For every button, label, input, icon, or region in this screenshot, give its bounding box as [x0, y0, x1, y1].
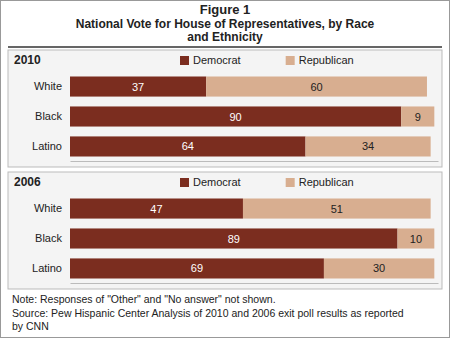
- legend-label: Democrat: [193, 176, 241, 188]
- category-tick: Black: [35, 232, 62, 244]
- bar-segment: [70, 76, 206, 96]
- panel-title: 2006: [14, 175, 41, 189]
- legend-swatch: [180, 56, 189, 65]
- legend-label: Republican: [299, 176, 354, 188]
- note: Note: Responses of "Other" and "No answe…: [12, 293, 276, 305]
- panel-frame: [8, 172, 442, 289]
- value-axis-line: [71, 161, 439, 162]
- bar-segment: [398, 228, 435, 248]
- category-tick: White: [34, 80, 62, 92]
- category-label: Latino: [32, 262, 62, 274]
- panel: 2006 Democrat Republican 47 89 69 51 10 30 White B…: [8, 172, 442, 289]
- legend-label: Republican: [299, 54, 354, 66]
- data-label: 69: [191, 262, 203, 274]
- data-label: 37: [132, 81, 144, 93]
- bar-segment: [70, 258, 324, 278]
- category-tick: Latino: [32, 262, 62, 274]
- subtitle: National Vote for House of Representativ…: [76, 17, 375, 44]
- category-axis: White Black Latino: [32, 80, 62, 152]
- bar-segment: [70, 228, 398, 248]
- figure-frame: [1, 1, 450, 338]
- category-tick: Latino: [32, 140, 62, 152]
- legend-swatch: [286, 56, 295, 65]
- data-label: 51: [331, 203, 343, 215]
- data-labels: 37 90 64 60 9 34: [132, 81, 421, 153]
- category-axis: White Black Latino: [32, 202, 62, 274]
- source: Source: Pew Hispanic Center Analysis of …: [12, 307, 404, 332]
- bars: [70, 198, 434, 278]
- panel-title: 2010: [14, 53, 41, 67]
- data-label: 47: [150, 203, 162, 215]
- data-label: 10: [410, 233, 422, 245]
- category-label: Black: [35, 232, 62, 244]
- bar-segment: [70, 106, 401, 126]
- bars: [70, 76, 434, 156]
- bar-segment: [401, 106, 434, 126]
- bar-segment: [306, 136, 431, 156]
- data-label: 9: [415, 111, 421, 123]
- bar-segment: [324, 258, 434, 278]
- data-label: 60: [310, 81, 322, 93]
- legend-swatch: [286, 178, 295, 187]
- legend: Democrat Republican: [180, 54, 354, 66]
- legend: Democrat Republican: [180, 176, 354, 188]
- data-label: 30: [373, 262, 385, 274]
- panel-frame: [8, 50, 442, 167]
- data-label: 90: [229, 111, 241, 123]
- bar-segment: [70, 136, 306, 156]
- data-labels: 47 89 69 51 10 30: [150, 203, 422, 275]
- data-label: 89: [228, 233, 240, 245]
- data-label: 34: [362, 140, 374, 152]
- category-label: Latino: [32, 140, 62, 152]
- title: Figure 1: [200, 2, 251, 17]
- category-tick: Black: [35, 110, 62, 122]
- data-label: 64: [182, 140, 194, 152]
- value-axis-line: [71, 283, 439, 284]
- category-label: White: [34, 202, 62, 214]
- value-axis: [71, 283, 439, 284]
- category-tick: White: [34, 202, 62, 214]
- header-rule: [8, 46, 442, 48]
- value-axis: [71, 161, 439, 162]
- legend-label: Democrat: [193, 54, 241, 66]
- bar-segment: [243, 198, 431, 218]
- figure: Figure 1National Vote for House of Repre…: [0, 0, 450, 338]
- bar-segment: [206, 76, 427, 96]
- legend-swatch: [180, 178, 189, 187]
- bar-segment: [70, 198, 243, 218]
- category-label: Black: [35, 110, 62, 122]
- panel: 2010 Democrat Republican 37 90 64 60 9 34 White Bl…: [8, 50, 442, 167]
- category-label: White: [34, 80, 62, 92]
